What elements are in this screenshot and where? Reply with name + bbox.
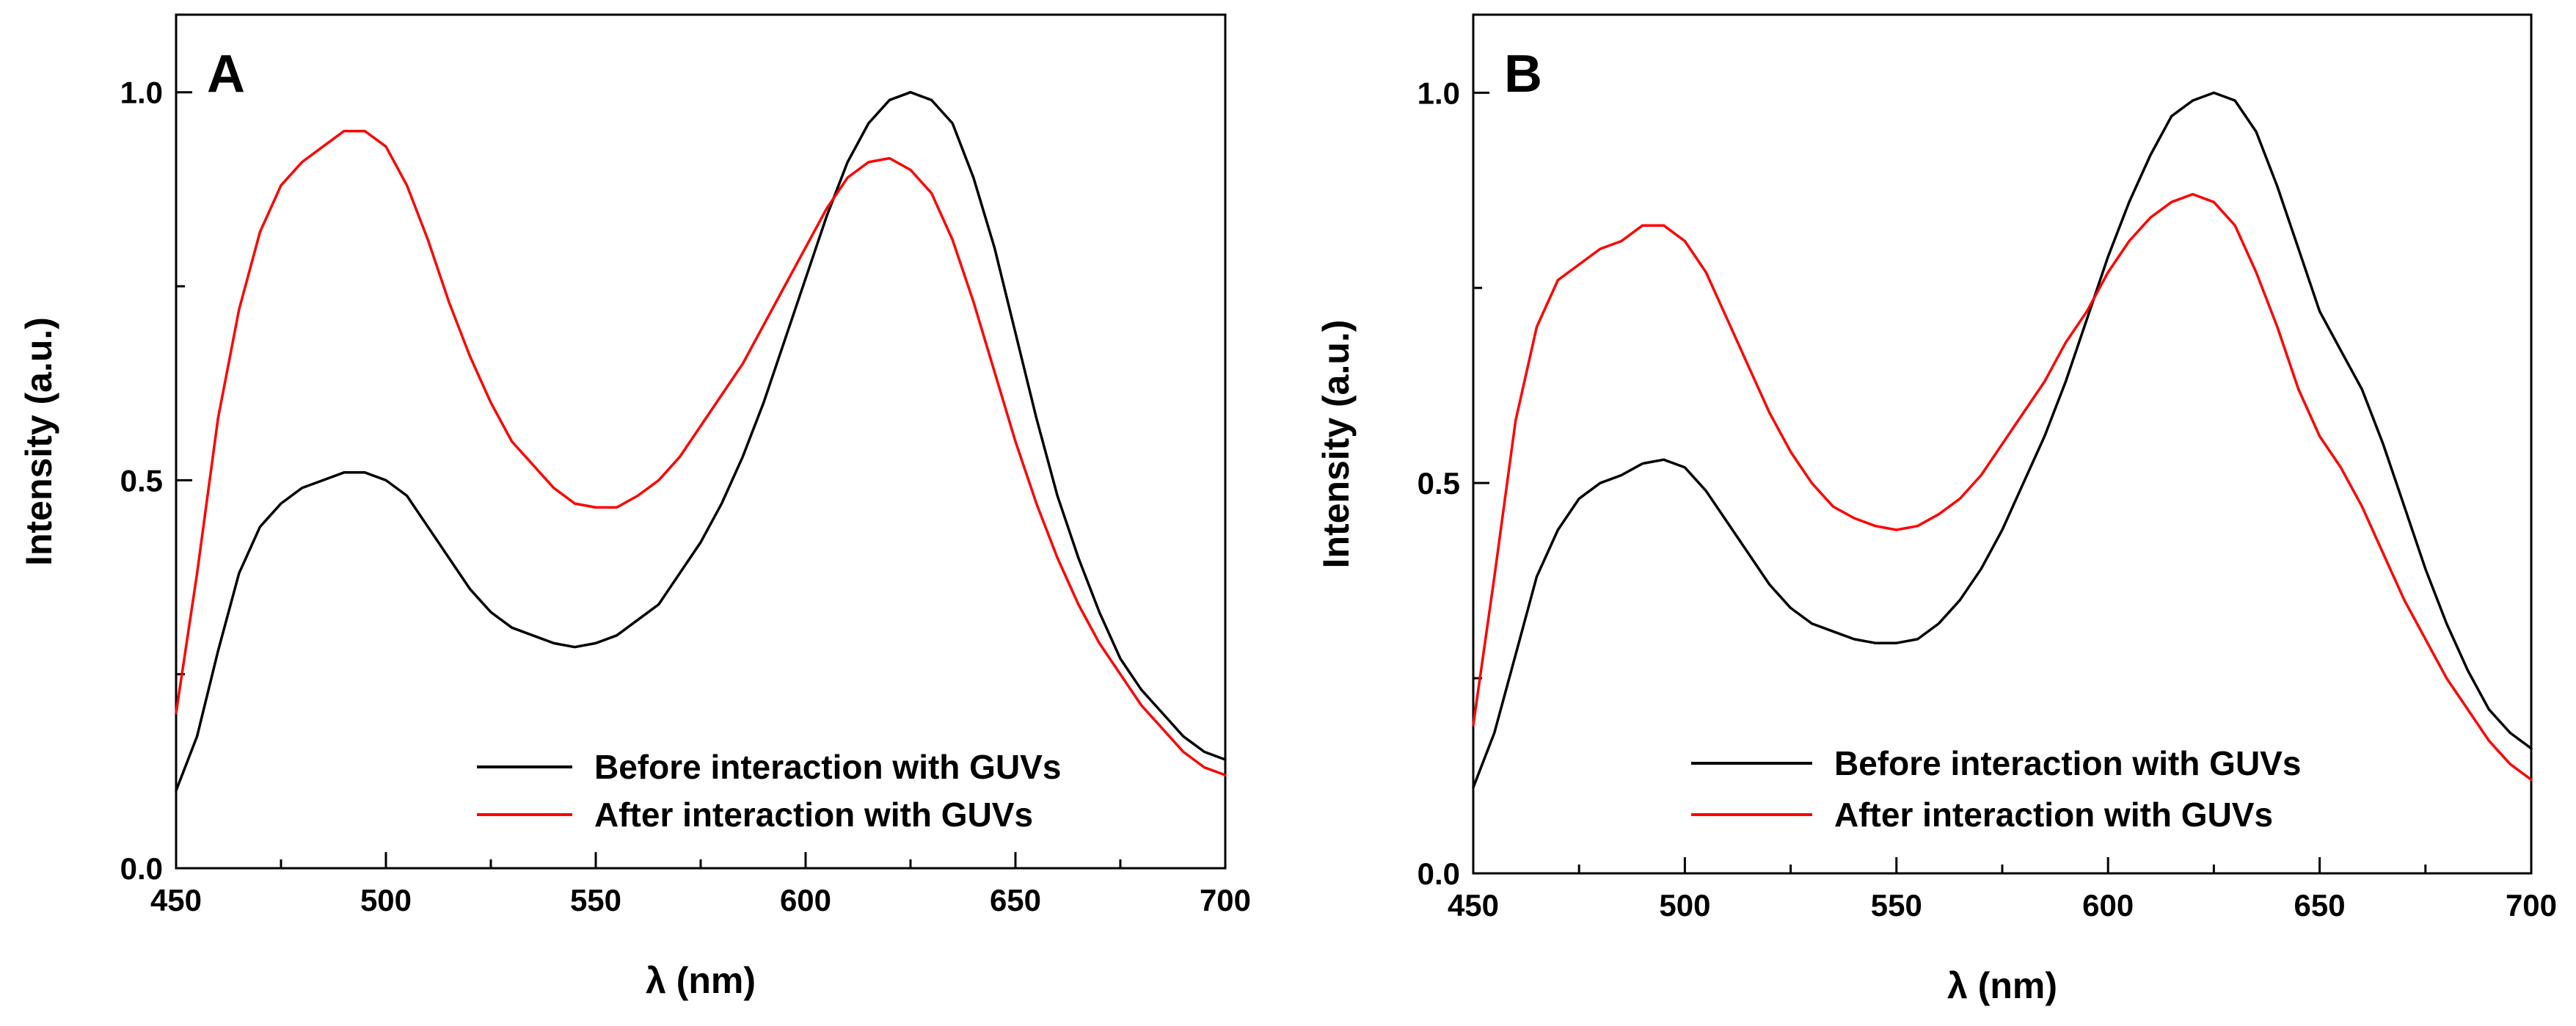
panel-a: 450 500 550 600 650 700 0.0 0.5 1.0 λ (nm) Intensi… xyxy=(18,13,1251,1001)
x-axis-title: λ (nm) xyxy=(646,960,756,1001)
x-tick-label: 600 xyxy=(780,883,831,917)
x-tick-label: 700 xyxy=(2506,888,2557,923)
y-tick-label: 1.0 xyxy=(120,76,163,110)
y-tick-label: 0.0 xyxy=(120,851,163,886)
series-line-before xyxy=(1472,91,2533,789)
y-tick-label: 0.0 xyxy=(1417,856,1460,891)
y-axis-title: Intensity (a.u.) xyxy=(1316,320,1357,569)
legend-label: After interaction with GUVs xyxy=(594,796,1033,834)
y-tick-label: 0.5 xyxy=(120,463,163,498)
legend-label: Before interaction with GUVs xyxy=(1834,744,2301,782)
series-line-after xyxy=(1472,192,2533,782)
legend-label: After interaction with GUVs xyxy=(1834,796,2273,834)
panel-letter: B xyxy=(1504,45,1542,103)
x-tick-label: 700 xyxy=(1200,883,1251,917)
panel-b: 450 500 550 600 650 700 0.0 0.5 1.0 λ (nm) Intensi… xyxy=(1316,13,2557,1006)
x-tick-label: 650 xyxy=(2294,888,2346,923)
x-tick-label: 650 xyxy=(990,883,1041,917)
plot-frame xyxy=(175,13,1227,870)
x-tick-label: 450 xyxy=(150,883,202,917)
y-tick-label: 1.0 xyxy=(1417,76,1460,110)
panel-letter: A xyxy=(207,45,245,103)
series-line-before xyxy=(175,90,1227,793)
y-tick-label: 0.5 xyxy=(1417,466,1460,501)
x-tick-label: 500 xyxy=(360,883,412,917)
x-tick-label: 500 xyxy=(1659,888,1710,923)
x-tick-label: 600 xyxy=(2082,888,2134,923)
legend: Before interaction with GUVs After intera… xyxy=(1691,744,2301,834)
x-tick-label: 550 xyxy=(1871,888,1922,923)
legend: Before interaction with GUVs After intera… xyxy=(477,748,1061,834)
x-axis-title: λ (nm) xyxy=(1947,965,2057,1006)
x-tick-label: 450 xyxy=(1448,888,1499,923)
series-line-after xyxy=(175,129,1227,776)
y-axis-title: Intensity (a.u.) xyxy=(18,317,59,566)
x-tick-label: 550 xyxy=(570,883,621,917)
legend-label: Before interaction with GUVs xyxy=(594,748,1061,786)
